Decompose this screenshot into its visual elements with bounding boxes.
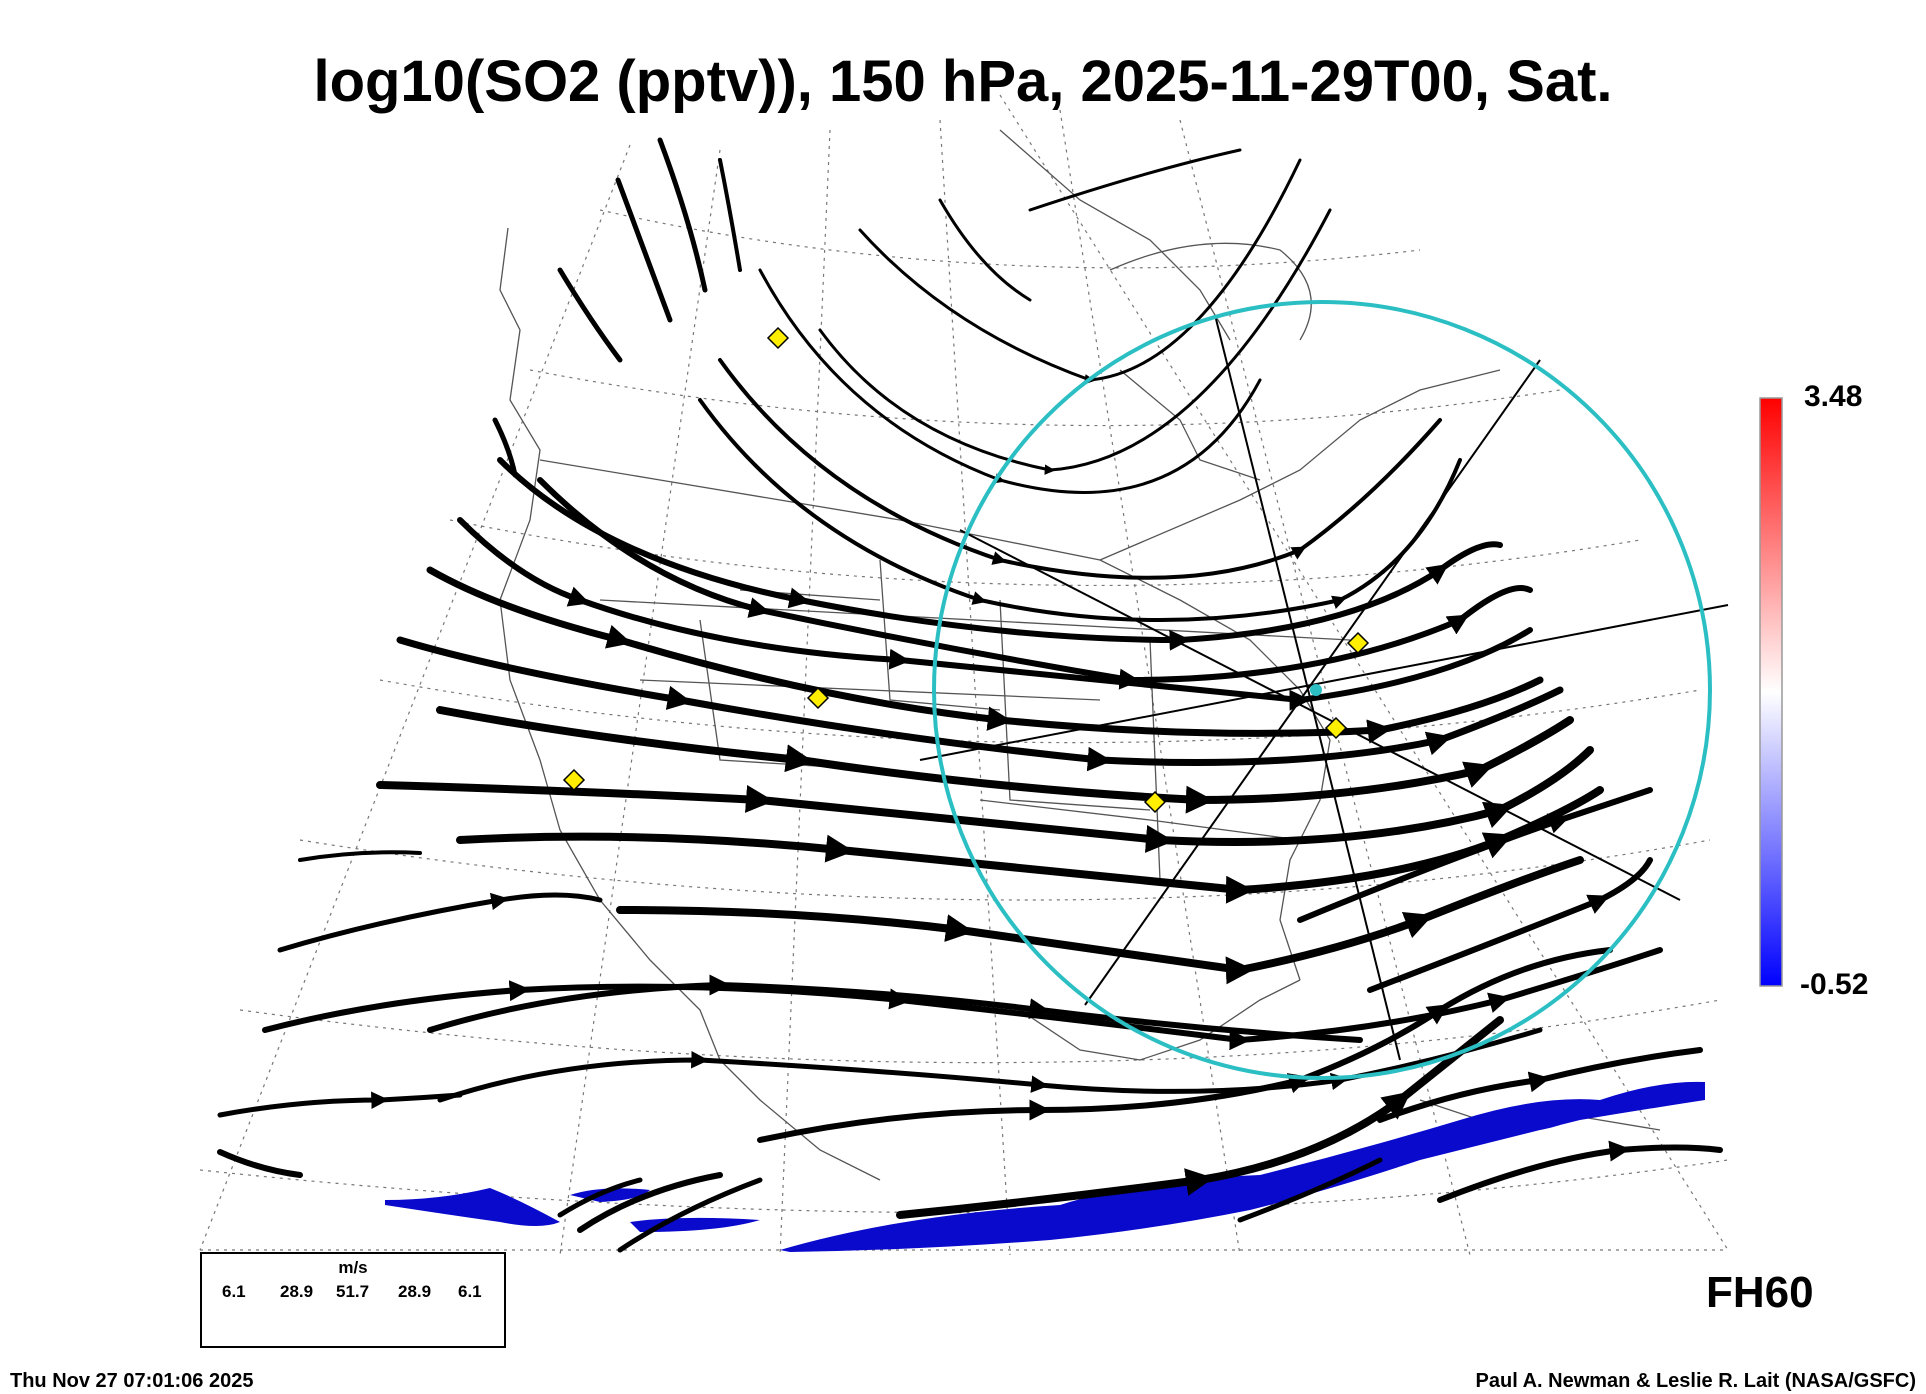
ring-center-marker [1310,684,1322,696]
site-marker [562,768,586,792]
legend-speed: 51.7 [336,1282,370,1301]
site-marker [1324,716,1348,740]
footer-credit: Paul A. Newman & Leslie R. Lait (NASA/GS… [1475,1370,1916,1392]
range-ring [932,300,1712,1080]
forecast-hour-label: FH60 [1706,1268,1814,1317]
site-marker [1143,790,1167,814]
speed-legend: m/s 6.1 28.9 51.7 28.9 6.1 [200,1252,506,1348]
footer-timestamp: Thu Nov 27 07:01:06 2025 [10,1370,254,1392]
legend-unit: m/s [338,1258,368,1277]
wind-streamlines [217,137,1723,1253]
site-markers [562,326,1370,814]
legend-speed: 28.9 [398,1282,432,1301]
site-marker [766,326,790,350]
legend-speed: 6.1 [458,1282,482,1301]
colorbar-min-label: -0.52 [1800,968,1869,1001]
site-marker [1346,631,1370,655]
lat-lon-grid [199,94,1729,1256]
site-marker [806,686,830,710]
colorbar [1759,397,1783,987]
colorbar-max-label: 3.48 [1804,380,1863,413]
map-title: log10(SO2 (pptv)), 150 hPa, 2025-11-29T0… [313,49,1613,114]
legend-speed: 6.1 [222,1282,246,1301]
ring-axes [919,314,1729,1061]
legend-speed: 28.9 [280,1282,314,1301]
